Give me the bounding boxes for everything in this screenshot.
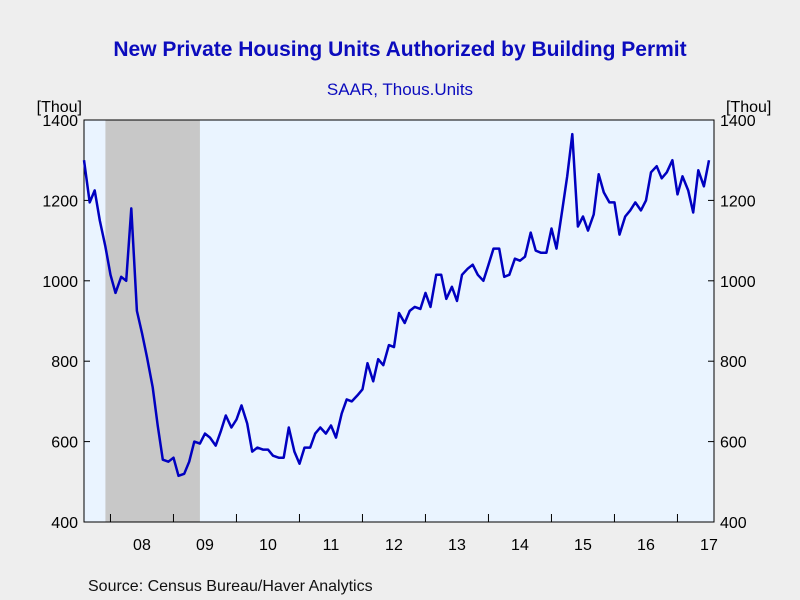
y-tick-label-left: 1400 xyxy=(42,113,78,130)
x-tick-label: 17 xyxy=(700,537,718,554)
y-tick-label-left: 400 xyxy=(51,515,78,532)
source-note: Source: Census Bureau/Haver Analytics xyxy=(88,578,373,595)
y-tick-label-right: 1000 xyxy=(720,274,756,291)
y-tick-label-right: 400 xyxy=(720,515,747,532)
y-tick-label-right: 1400 xyxy=(720,113,756,130)
chart-title: New Private Housing Units Authorized by … xyxy=(113,38,687,61)
y-tick-label-right: 1200 xyxy=(720,193,756,210)
recession-band xyxy=(105,120,200,522)
x-tick-label: 13 xyxy=(448,537,466,554)
y-tick-label-left: 800 xyxy=(51,354,78,371)
plot-frame xyxy=(83,119,715,523)
x-tick-label: 10 xyxy=(259,537,277,554)
y-tick-label-left: 1200 xyxy=(42,193,78,210)
x-tick-label: 11 xyxy=(323,537,340,554)
chart-subtitle: SAAR, Thous.Units xyxy=(326,80,474,99)
x-tick-label: 08 xyxy=(133,537,151,554)
x-tick-label: 12 xyxy=(385,537,403,554)
x-tick-label: 16 xyxy=(637,537,655,554)
x-tick-label: 09 xyxy=(196,537,214,554)
x-tick-label: 15 xyxy=(574,537,592,554)
x-tick-label: 14 xyxy=(511,537,529,554)
y-unit-left: [Thou] xyxy=(37,99,82,116)
series-line xyxy=(82,132,711,478)
y-tick-label-left: 600 xyxy=(51,435,78,452)
y-unit-right: [Thou] xyxy=(726,99,771,116)
y-tick-label-right: 800 xyxy=(720,354,747,371)
y-tick-label-right: 600 xyxy=(720,435,747,452)
y-tick-label-left: 1000 xyxy=(42,274,78,291)
